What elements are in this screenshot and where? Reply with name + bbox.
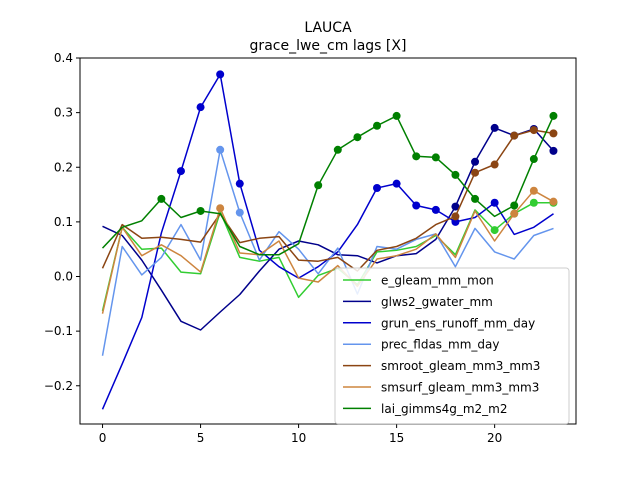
data-point-lai_gimms4g_m2_m2 (451, 170, 460, 179)
data-point-smsurf_gleam_mm3_mm3 (549, 197, 558, 206)
data-point-lai_gimms4g_m2_m2 (510, 201, 519, 210)
data-point-lai_gimms4g_m2_m2 (353, 133, 362, 142)
x-tick-label: 20 (487, 431, 502, 445)
data-point-grun_ens_runoff_mm_day (196, 103, 205, 112)
data-point-grun_ens_runoff_mm_day (235, 179, 244, 188)
y-tick-label: 0.1 (54, 215, 73, 229)
y-tick-label: 0.0 (54, 270, 73, 284)
data-point-grun_ens_runoff_mm_day (176, 167, 185, 176)
data-point-lai_gimms4g_m2_m2 (392, 111, 401, 120)
data-point-lai_gimms4g_m2_m2 (412, 152, 421, 161)
data-point-smroot_gleam_mm3_mm3 (490, 160, 499, 169)
series-line-smsurf_gleam_mm3_mm3 (101, 189, 554, 314)
y-tick-label: 0.2 (54, 160, 73, 174)
x-tick-label: 5 (197, 431, 205, 445)
y-tick-label: −0.2 (44, 379, 73, 393)
chart-title: LAUCA (304, 20, 352, 36)
legend-label-glws2_gwater_mm: glws2_gwater_mm (381, 295, 493, 309)
data-point-smroot_gleam_mm3_mm3 (451, 212, 460, 221)
series-line-lai_gimms4g_m2_m2 (101, 115, 555, 256)
data-point-smsurf_gleam_mm3_mm3 (510, 209, 519, 218)
data-point-e_gleam_mm_mon (490, 226, 499, 235)
data-point-lai_gimms4g_m2_m2 (549, 111, 558, 120)
data-point-lai_gimms4g_m2_m2 (333, 145, 342, 154)
data-point-e_gleam_mm_mon (529, 198, 538, 207)
data-point-grun_ens_runoff_mm_day (412, 201, 421, 210)
data-point-glws2_gwater_mm (549, 146, 558, 155)
legend-label-lai_gimms4g_m2_m2: lai_gimms4g_m2_m2 (381, 402, 508, 416)
series-line-glws2_gwater_mm (102, 127, 555, 331)
data-point-lai_gimms4g_m2_m2 (373, 121, 382, 130)
data-point-lai_gimms4g_m2_m2 (471, 194, 480, 203)
data-point-glws2_gwater_mm (471, 157, 480, 166)
plot-area (101, 70, 558, 410)
x-tick-label: 15 (389, 431, 404, 445)
x-tick-label: 0 (99, 431, 107, 445)
legend: e_gleam_mm_mon glws2_gwater_mm grun_ens_ru… (334, 267, 570, 425)
data-point-lai_gimms4g_m2_m2 (196, 206, 205, 215)
y-tick-label: −0.1 (44, 324, 73, 338)
legend-label-smsurf_gleam_mm3_mm3: smsurf_gleam_mm3_mm3 (381, 381, 539, 395)
legend-box (334, 267, 570, 425)
data-point-lai_gimms4g_m2_m2 (157, 194, 166, 203)
data-point-glws2_gwater_mm (451, 202, 460, 211)
y-tick-label: 0.3 (54, 106, 73, 120)
data-point-lai_gimms4g_m2_m2 (431, 153, 440, 162)
data-point-smsurf_gleam_mm3_mm3 (529, 186, 538, 195)
data-point-smroot_gleam_mm3_mm3 (471, 168, 480, 177)
data-point-prec_fldas_mm_day (235, 208, 244, 217)
y-tick-label: 0.4 (54, 51, 73, 65)
data-point-grun_ens_runoff_mm_day (373, 184, 382, 193)
data-point-lai_gimms4g_m2_m2 (314, 181, 323, 190)
data-point-prec_fldas_mm_day (216, 145, 225, 154)
data-point-smsurf_gleam_mm3_mm3 (216, 204, 225, 213)
x-axis: 0 5 10 15 20 (99, 424, 502, 445)
series-line-prec_fldas_mm_day (101, 149, 554, 356)
data-point-glws2_gwater_mm (490, 123, 499, 132)
chart-subtitle: grace_lwe_cm lags [X] (250, 38, 407, 54)
plot-frame (79, 57, 577, 425)
y-axis: −0.2 −0.1 0.0 0.1 0.2 0.3 0.4 (44, 51, 80, 393)
data-point-grun_ens_runoff_mm_day (431, 205, 440, 214)
data-point-grun_ens_runoff_mm_day (392, 179, 401, 188)
data-point-lai_gimms4g_m2_m2 (529, 155, 538, 164)
data-point-smroot_gleam_mm3_mm3 (549, 129, 558, 138)
legend-label-grun_ens_runoff_mm_day: grun_ens_runoff_mm_day (381, 316, 535, 330)
data-point-smroot_gleam_mm3_mm3 (510, 131, 519, 140)
x-tick-label: 10 (291, 431, 306, 445)
series-line-e_gleam_mm_mon (101, 202, 554, 312)
legend-label-e_gleam_mm_mon: e_gleam_mm_mon (381, 274, 494, 288)
legend-label-prec_fldas_mm_day: prec_fldas_mm_day (381, 338, 500, 352)
data-point-smroot_gleam_mm3_mm3 (529, 126, 538, 135)
data-point-grun_ens_runoff_mm_day (216, 70, 225, 79)
data-point-grun_ens_runoff_mm_day (490, 198, 499, 207)
legend-label-smroot_gleam_mm3_mm3: smroot_gleam_mm3_mm3 (381, 359, 540, 373)
